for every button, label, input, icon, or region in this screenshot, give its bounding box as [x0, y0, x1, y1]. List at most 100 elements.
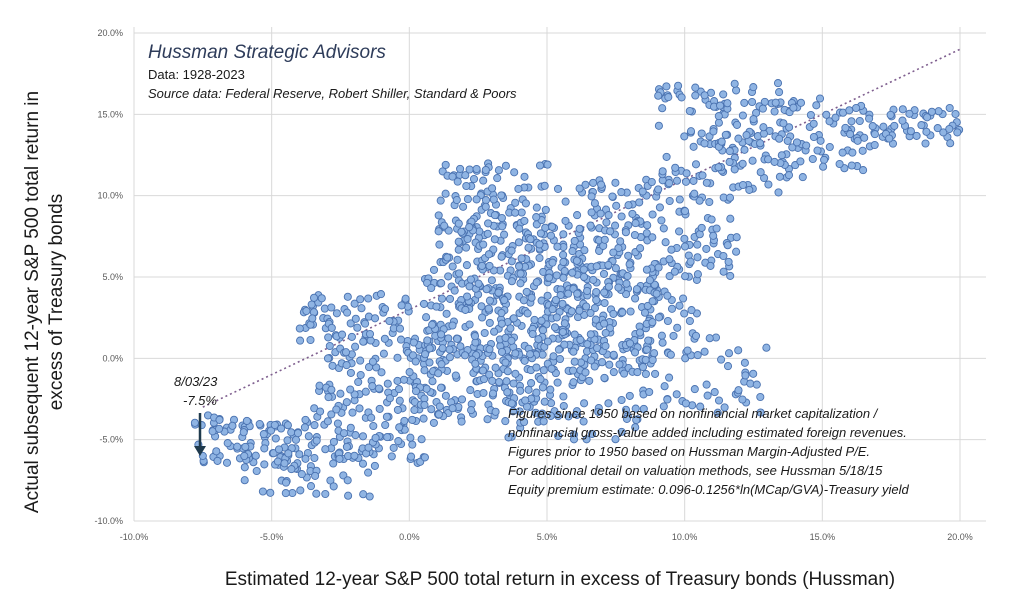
scatter-point [428, 320, 437, 329]
scatter-point [665, 373, 674, 382]
scatter-point [611, 178, 620, 187]
scatter-point [600, 288, 609, 297]
scatter-point [434, 211, 443, 220]
scatter-point [511, 349, 520, 358]
scatter-point [306, 482, 316, 491]
scatter-point [517, 254, 526, 263]
scatter-point [570, 330, 579, 339]
scatter-point [281, 489, 290, 498]
scatter-point [673, 323, 682, 332]
scatter-point [504, 433, 513, 442]
scatter-point [554, 411, 563, 421]
scatter-point [732, 86, 741, 95]
scatter-point [658, 104, 667, 113]
scatter-point [598, 358, 607, 367]
scatter-point [774, 188, 783, 197]
scatter-point [590, 362, 599, 371]
scatter-point [645, 387, 654, 397]
scatter-point [698, 171, 707, 180]
tick-labels: -10.0% -5.0% 0.0% 5.0% 10.0% 15.0% 20.0% -10.0%… [94, 28, 972, 542]
scatter-point [575, 306, 584, 315]
scatter-point [609, 350, 618, 359]
scatter-point [561, 197, 570, 206]
scatter-point [632, 285, 641, 294]
scatter-point [380, 304, 390, 313]
scatter-point [516, 279, 525, 288]
scatter-point [808, 154, 817, 164]
scatter-point [310, 453, 319, 463]
scatter-point [631, 219, 640, 228]
scatter-point [375, 404, 384, 413]
scatter-point [745, 185, 754, 194]
scatter-point [600, 298, 609, 308]
scatter-point [344, 491, 353, 500]
scatter-point [417, 435, 426, 444]
scatter-point [472, 164, 481, 174]
scatter-point [396, 335, 406, 344]
scatter-point [348, 408, 357, 417]
scatter-point [240, 451, 249, 461]
scatter-point [497, 191, 506, 200]
scatter-point [730, 79, 739, 88]
scatter-point [514, 184, 523, 193]
scatter-point [500, 230, 509, 239]
scatter-point [336, 389, 345, 398]
scatter-point [266, 426, 276, 435]
scatter-point [719, 90, 728, 99]
scatter-point [789, 103, 798, 112]
scatter-point [482, 285, 491, 294]
scatter-point [599, 269, 609, 278]
scatter-point [520, 417, 529, 427]
scatter-point [665, 196, 674, 206]
scatter-point [212, 447, 221, 456]
scatter-point [592, 262, 601, 271]
scatter-point [242, 416, 251, 425]
scatter-point [190, 418, 199, 427]
scatter-point [511, 369, 520, 378]
scatter-point [548, 258, 557, 267]
scatter-point [494, 288, 503, 297]
scatter-point [726, 271, 735, 280]
scatter-point [408, 440, 417, 449]
x-tick-label: 5.0% [537, 532, 558, 542]
scatter-point [586, 308, 595, 318]
scatter-point [223, 439, 232, 448]
scatter-point [628, 209, 637, 218]
scatter-point [709, 231, 718, 240]
scatter-point [672, 390, 681, 399]
scatter-point [497, 213, 506, 223]
scatter-point [255, 419, 264, 429]
scatter-point [252, 466, 261, 476]
scatter-point [358, 432, 368, 441]
scatter-point [429, 418, 438, 427]
annotation-arrow [194, 413, 206, 456]
scatter-point [758, 104, 767, 113]
scatter-point [445, 294, 455, 303]
scatter-point [796, 98, 806, 107]
scatter-point [387, 452, 396, 461]
scatter-point [479, 176, 488, 185]
scatter-point [624, 251, 633, 260]
scatter-point [359, 337, 368, 346]
scatter-point [425, 344, 434, 353]
scatter-point [465, 165, 474, 174]
scatter-point [855, 116, 864, 126]
scatter-point [515, 262, 524, 271]
scatter-point [341, 348, 351, 357]
scatter-point [320, 304, 329, 313]
scatter-point [662, 152, 671, 161]
scatter-point [579, 417, 588, 426]
scatter-point [423, 336, 432, 345]
scatter-point [934, 107, 943, 116]
scatter-point [675, 195, 684, 204]
scatter-point [677, 93, 686, 102]
scatter-point [463, 292, 472, 301]
y-tick-label: 0.0% [102, 353, 123, 363]
scatter-point [361, 319, 370, 328]
scatter-point [383, 379, 392, 388]
scatter-point [580, 399, 589, 408]
scatter-point [393, 405, 402, 414]
scatter-point [654, 185, 663, 194]
scatter-point [604, 260, 613, 270]
x-tick-label: 20.0% [947, 532, 973, 542]
